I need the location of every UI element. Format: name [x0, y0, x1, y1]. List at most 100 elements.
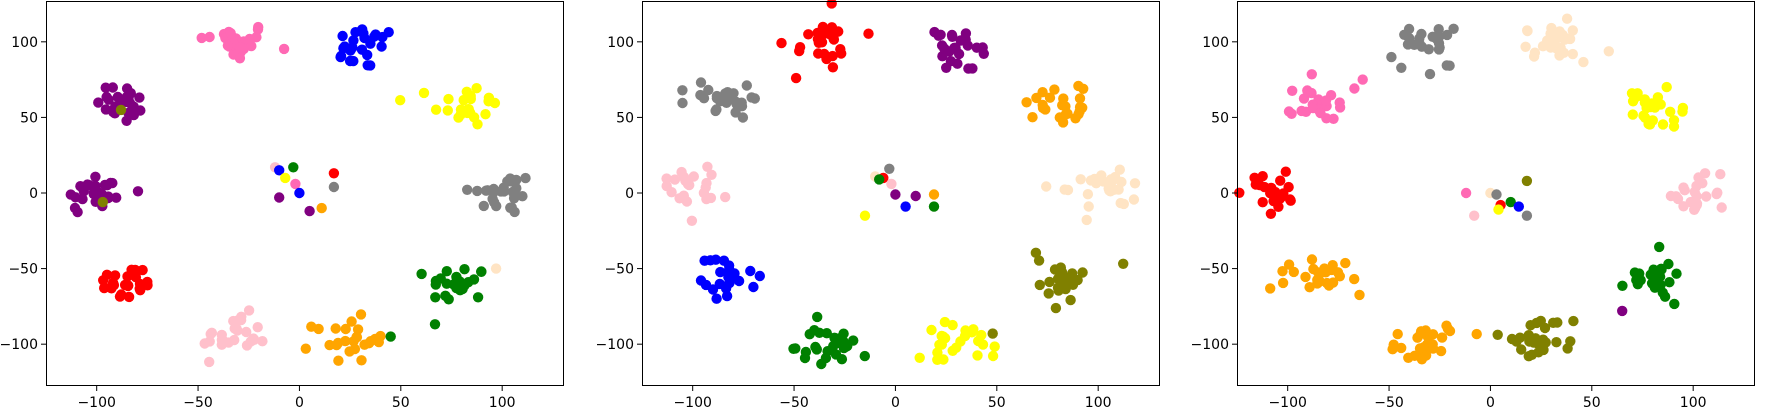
- data-point: [1520, 41, 1531, 52]
- data-point: [1546, 22, 1557, 34]
- data-point: [441, 266, 452, 277]
- scatter-panel-3: −100 −50 0 50 100 −100 −50 0 50 100: [1191, 1, 1755, 411]
- data-point: [1285, 195, 1296, 206]
- data-point: [1645, 269, 1656, 280]
- data-point: [803, 29, 814, 40]
- data-point: [1021, 97, 1032, 108]
- data-point: [1386, 51, 1397, 63]
- data-point: [252, 322, 263, 333]
- data-point: [416, 268, 427, 280]
- data-point: [737, 112, 749, 123]
- x-tick-label: 0: [1486, 395, 1495, 411]
- data-point: [1522, 25, 1533, 37]
- data-point: [1561, 13, 1573, 24]
- data-point: [348, 55, 359, 67]
- data-point: [987, 328, 998, 339]
- data-point: [1711, 188, 1722, 200]
- data-point: [103, 94, 114, 105]
- data-point: [1357, 74, 1368, 85]
- data-point: [294, 187, 305, 199]
- data-point: [814, 327, 825, 338]
- data-point: [932, 347, 943, 358]
- y-tick-label: 50: [20, 110, 38, 126]
- data-point: [1396, 62, 1407, 73]
- data-point: [1265, 283, 1276, 294]
- data-point: [229, 334, 240, 346]
- data-point: [471, 83, 482, 94]
- x-tick-label: 50: [392, 395, 410, 411]
- data-point: [1057, 117, 1069, 128]
- plot-frame: [642, 1, 1160, 386]
- data-point: [340, 335, 351, 347]
- data-point: [1678, 201, 1689, 212]
- data-point: [828, 341, 839, 352]
- y-tick-label: −100: [0, 337, 38, 353]
- data-point: [1526, 349, 1538, 360]
- data-point: [1037, 102, 1049, 114]
- data-point: [1565, 336, 1576, 347]
- data-point: [1617, 280, 1628, 291]
- data-point: [1057, 281, 1068, 292]
- data-point: [1664, 277, 1675, 288]
- data-point: [339, 41, 350, 52]
- data-point: [290, 178, 301, 190]
- data-point: [723, 260, 735, 271]
- data-point: [1668, 115, 1680, 126]
- data-point: [729, 268, 740, 279]
- data-point: [376, 41, 387, 52]
- data-point: [1552, 317, 1563, 328]
- data-point: [300, 343, 311, 354]
- data-point: [1540, 337, 1551, 348]
- data-point: [820, 352, 832, 364]
- data-point: [1078, 83, 1089, 95]
- data-point: [1306, 69, 1318, 80]
- data-point: [1349, 83, 1360, 94]
- data-point: [926, 324, 937, 336]
- data-point: [114, 291, 126, 302]
- data-point: [1060, 109, 1071, 120]
- data-point: [102, 180, 113, 191]
- data-point: [1568, 315, 1579, 327]
- data-point: [682, 178, 694, 190]
- data-point: [816, 37, 828, 48]
- data-point: [442, 105, 453, 116]
- data-point: [1280, 166, 1292, 177]
- data-point: [973, 335, 984, 347]
- data-point: [472, 185, 483, 197]
- data-point: [695, 275, 707, 286]
- data-point: [98, 275, 109, 286]
- data-point: [1254, 179, 1265, 191]
- data-point: [715, 266, 726, 278]
- y-tick-label: 100: [607, 35, 634, 51]
- data-point: [1603, 46, 1615, 57]
- data-point: [703, 84, 714, 96]
- data-point: [234, 53, 246, 64]
- data-point: [1098, 176, 1109, 187]
- data-point: [1058, 93, 1069, 104]
- data-point: [939, 316, 951, 328]
- data-point: [1049, 84, 1060, 95]
- data-point: [105, 282, 116, 293]
- data-point: [304, 205, 315, 217]
- scatter-panel-1: −100 −50 0 50 100 −100 −50 0 50 100: [0, 1, 564, 411]
- data-point: [330, 323, 341, 334]
- data-point: [506, 202, 517, 213]
- data-point: [1630, 89, 1642, 100]
- x-tick-label: 100: [1085, 395, 1112, 411]
- data-point: [963, 63, 974, 74]
- data-point: [487, 193, 498, 205]
- data-point: [72, 206, 83, 218]
- data-point: [1525, 320, 1536, 331]
- data-point: [1632, 279, 1644, 290]
- data-point: [835, 44, 846, 55]
- data-point: [1315, 107, 1326, 119]
- data-point: [206, 327, 217, 338]
- data-point: [720, 283, 732, 294]
- data-point: [1558, 47, 1570, 58]
- data-point: [244, 33, 255, 45]
- data-point: [507, 186, 518, 198]
- data-point: [1072, 274, 1083, 286]
- data-point: [886, 178, 897, 190]
- x-tick-label: −100: [1268, 395, 1306, 411]
